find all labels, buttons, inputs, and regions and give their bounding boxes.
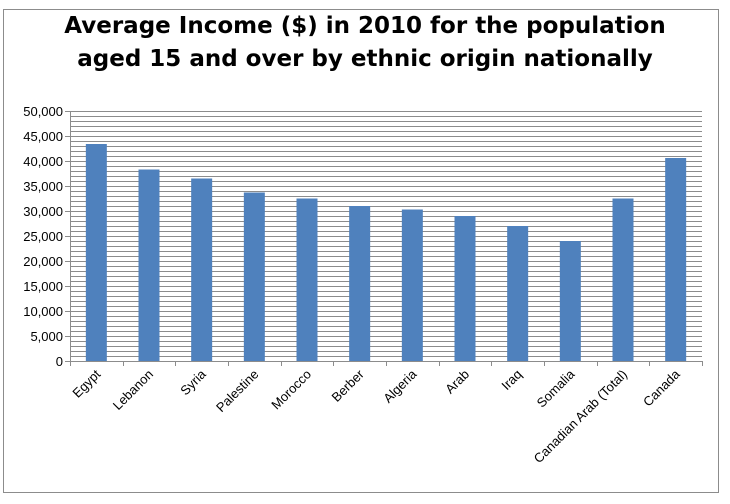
y-tick-label: 30,000 xyxy=(23,204,63,219)
x-tick-label: Canada xyxy=(640,366,683,409)
chart-title-line-2: aged 15 and over by ethnic origin nation… xyxy=(77,46,653,72)
y-tick-label: 10,000 xyxy=(23,304,63,319)
bar xyxy=(191,178,213,361)
chart-title-line-1: Average Income ($) in 2010 for the popul… xyxy=(64,13,666,39)
y-tick-label: 25,000 xyxy=(23,229,63,244)
bar xyxy=(349,206,371,361)
x-tick-label: Morocco xyxy=(268,367,314,413)
x-tick-label: Berber xyxy=(329,366,368,405)
x-tick-label: Somalia xyxy=(534,366,578,410)
x-tick-label: Egypt xyxy=(69,366,103,400)
x-tick-label: Arab xyxy=(442,367,472,397)
y-tick-label: 35,000 xyxy=(23,179,63,194)
y-tick-label: 5,000 xyxy=(30,329,63,344)
x-tick-label: Iraq xyxy=(498,367,524,393)
bar xyxy=(401,209,423,361)
y-tick-label: 0 xyxy=(56,354,63,369)
y-tick-label: 45,000 xyxy=(23,129,63,144)
x-tick-label: Algeria xyxy=(380,366,420,406)
bar xyxy=(507,226,529,361)
x-tick-label: Syria xyxy=(177,366,209,398)
x-tick-label: Palestine xyxy=(213,367,261,415)
y-tick-label: 15,000 xyxy=(23,279,63,294)
bar xyxy=(296,198,318,361)
y-tick-label: 40,000 xyxy=(23,154,63,169)
bar xyxy=(454,216,476,361)
y-tick-label: 20,000 xyxy=(23,254,63,269)
chart-title: Average Income ($) in 2010 for the popul… xyxy=(0,10,730,76)
bar xyxy=(665,158,687,361)
x-tick-label: Lebanon xyxy=(110,367,156,413)
x-tick-label: Canadian Arab (Total) xyxy=(531,367,631,467)
bar xyxy=(243,192,265,361)
bar xyxy=(612,198,634,361)
bar xyxy=(138,169,160,361)
y-tick-label: 50,000 xyxy=(23,104,63,119)
bar xyxy=(85,144,107,361)
bar xyxy=(559,241,581,361)
